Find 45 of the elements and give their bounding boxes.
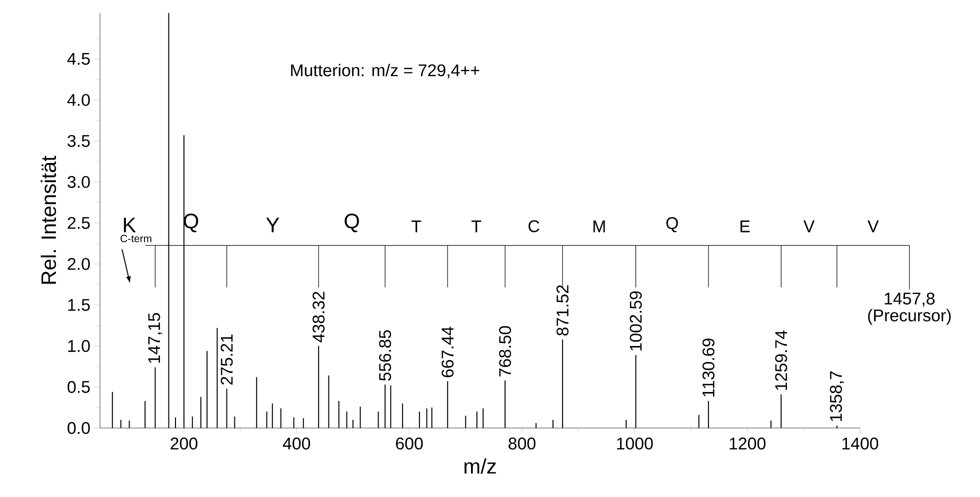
annotation: K	[124, 218, 136, 232]
annotation: Q	[666, 217, 678, 232]
y-tick-label: 4.5	[67, 53, 90, 65]
x-tick-label: 400	[282, 438, 310, 450]
annotation: Q	[344, 214, 359, 232]
annotation: C-term	[120, 234, 152, 242]
y-tick-label: 3.0	[68, 176, 90, 188]
annotation: 275.21	[220, 334, 233, 385]
annotation: 1130.69	[702, 338, 714, 396]
annotation: 438.32	[312, 292, 325, 342]
x-tick-label: 600	[396, 438, 423, 450]
y-tick-label: 3.5	[68, 134, 90, 147]
x-tick-label: 1400	[842, 438, 878, 450]
text: (Precursor)	[868, 308, 951, 325]
annotation: 1002.59	[630, 291, 642, 351]
x-tick-label: 200	[170, 438, 198, 450]
annotation: Y	[266, 218, 280, 232]
annotation: Mutterion: m/z = 729,4++	[291, 64, 480, 78]
annotation: C	[528, 220, 540, 232]
annotation: T	[412, 220, 422, 232]
text: V	[868, 220, 879, 232]
y-axis-title: Rel. Intensität	[40, 156, 56, 284]
annotation: 768.50	[499, 326, 512, 376]
annotation: E	[740, 220, 750, 232]
y-tick-label: 0.5	[68, 380, 90, 393]
y-tick-label: 0.0	[68, 422, 90, 434]
annotation: 1259.74	[775, 330, 788, 390]
annotation: 556.85	[379, 330, 392, 381]
annotation: 1358,7	[830, 371, 844, 422]
annotation: T	[472, 220, 482, 232]
y-tick-label: 2.5	[68, 216, 90, 229]
x-tick-label: 1200	[730, 438, 766, 450]
x-tick-label: 800	[508, 438, 536, 450]
x-tick-label: 1000	[617, 438, 653, 450]
annotation: V	[803, 220, 815, 232]
annotation: 147,15	[148, 313, 162, 363]
y-tick-label: 1.0	[68, 340, 90, 352]
annotation: 667.44	[442, 326, 454, 378]
text: 1457,8	[884, 292, 935, 307]
y-tick-label: 1.5	[68, 299, 90, 311]
y-tick-label: 4.0	[67, 94, 90, 106]
x-axis-title: m/z	[464, 458, 496, 474]
y-tick-label: 2.0	[68, 258, 90, 270]
annotation: 871.52	[556, 285, 569, 336]
annotation: M	[594, 220, 605, 232]
